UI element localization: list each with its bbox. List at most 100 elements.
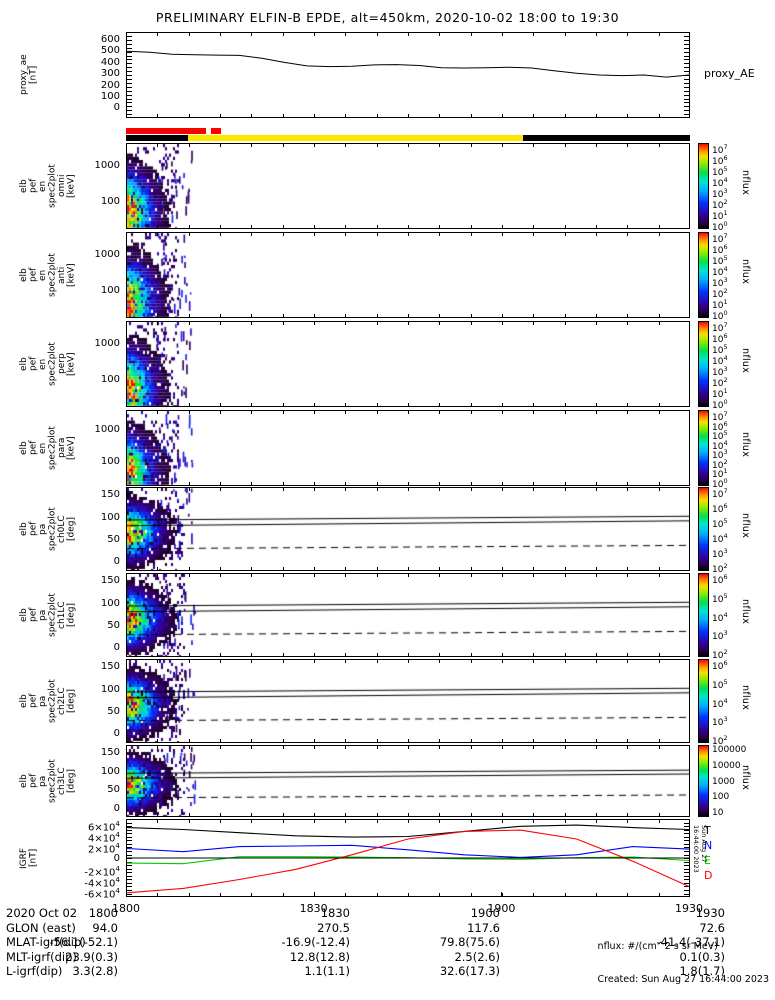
colorbar-tick: 105 <box>712 254 728 267</box>
colorbar-tick: 106 <box>712 332 728 345</box>
proxy-ae-trace <box>127 50 689 78</box>
status-bar-red-segment <box>211 128 221 134</box>
ytick-en-para: 100 <box>100 455 120 467</box>
colorbar-tick: 104 <box>712 438 728 452</box>
colorbar-tick: 102 <box>712 376 728 389</box>
colorbar-tick: 106 <box>712 502 728 515</box>
colorbar-tick: 100 <box>712 309 728 322</box>
ytick-pa-ch1lc: 50 <box>107 620 120 631</box>
ytick-proxy-ae: 0 <box>113 102 120 114</box>
ephemeris-value: 1900 <box>470 906 500 920</box>
ylabel-en-perp: elb pef en spec2plot perp [keV] <box>19 342 77 386</box>
ephemeris-value: 32.6(17.3) <box>439 964 500 979</box>
ytick-pa-ch3lc: 50 <box>107 784 120 796</box>
footer-created: Created: Sun Aug 27 16:44:00 2023 <box>597 974 769 985</box>
ephemeris-row-labels: 2020 Oct 02 GLON (east) MLAT-igrf(dip) MLT-… <box>6 906 86 979</box>
colorbar-tick: 104 <box>712 696 728 710</box>
colorbar-tick: 102 <box>712 287 728 300</box>
ytick-pa-ch2lc: 150 <box>100 661 120 673</box>
colorbar-tick: 101 <box>712 467 728 481</box>
ephemeris-value: 23.9(0.3) <box>65 949 118 964</box>
ylabel-en-para: elb pef en spec2plot para [keV] <box>19 426 77 470</box>
igrf-traces <box>127 824 689 894</box>
colorbar-tick: 105 <box>712 591 728 605</box>
colorbar-tick: 10000 <box>712 760 741 771</box>
colorbar-label-en-para: nflux <box>740 432 751 458</box>
colorbar-tick: 100 <box>712 477 728 490</box>
ephemeris-label: MLT-igrf(dip) <box>6 949 77 964</box>
ytick-igrf: 6×104 <box>87 819 120 834</box>
ephemeris-value: -41.4(-37.1) <box>656 935 725 950</box>
footer-nflux-units: nflux: #/(cm^2 s sr MeV) <box>597 941 718 952</box>
ephemeris-value: 0.1(0.3) <box>679 949 725 964</box>
xtick-label: 1830 <box>299 902 328 915</box>
ytick-proxy-ae: 300 <box>100 68 120 80</box>
colorbar-tick: 105 <box>712 677 728 691</box>
colorbar-tick: 106 <box>712 659 728 672</box>
ytick-en-perp: 1000 <box>94 337 120 349</box>
ytick-pa-ch1lc: 100 <box>100 597 120 609</box>
ephemeris-value: -56.1(-52.1) <box>49 935 118 950</box>
spectrogram-pa-ch1lc <box>127 574 689 656</box>
colorbar-gradient-pa-ch3lc <box>698 745 709 817</box>
ephemeris-column: 1900 117.6 79.8(75.6) 2.5(2.6) 32.6(17.3) <box>380 906 500 979</box>
ephemeris-value: 1.8(1.7) <box>679 964 725 979</box>
ytick-pa-ch2lc: 0 <box>113 728 120 740</box>
ytick-en-omni: 100 <box>100 195 120 207</box>
footer-block: nflux: #/(cm^2 s sr MeV) Created: Sun Au… <box>598 919 769 996</box>
status-bar-red-segment <box>126 128 206 134</box>
ytick-igrf: 0 <box>113 852 120 864</box>
creation-stamp-vertical: Sun Aug 27 16:44:00 2023 <box>692 825 708 873</box>
ytick-pa-ch3lc: 0 <box>113 803 120 814</box>
ytick-pa-ch3lc: 150 <box>100 746 120 758</box>
ephemeris-label: MLAT-igrf(dip) <box>6 935 86 950</box>
ytick-pa-ch0lc: 50 <box>107 534 120 545</box>
spectrogram-pa-ch2lc <box>127 660 689 742</box>
ytick-pa-ch0lc: 0 <box>113 556 120 568</box>
ytick-en-para: 1000 <box>94 424 120 436</box>
ephemeris-value: 1830 <box>320 906 350 920</box>
ylabel-en-omni: elb pef en spec2plot omni [keV] <box>19 164 77 208</box>
ephemeris-column: 1800 94.0 -56.1(-52.1) 23.9(0.3) 3.3(2.8) <box>0 906 118 979</box>
ephemeris-value: 94.0 <box>92 920 118 935</box>
ytick-igrf: -2×104 <box>84 863 120 879</box>
ytick-igrf: 4×104 <box>87 830 120 845</box>
ephemeris-value: 72.6 <box>699 920 725 935</box>
colorbar-tick: 106 <box>712 243 728 256</box>
ephemeris-value: 117.6 <box>467 920 500 935</box>
colorbar-tick: 103 <box>712 365 728 378</box>
ylabel-en-anti: elb pef en spec2plot anti [keV] <box>19 253 77 297</box>
ytick-proxy-ae: 500 <box>100 45 120 57</box>
colorbar-en-omni: 107 106 105 104 103 102 101 100 nflux <box>698 143 758 233</box>
colorbar-pa-ch1lc: 106 105 104 103 102 nflux <box>698 573 758 661</box>
colorbar-tick: 100 <box>712 398 728 411</box>
colorbar-tick: 107 <box>712 410 728 423</box>
colorbar-tick: 101 <box>712 387 728 400</box>
ytick-en-perp: 100 <box>100 373 120 385</box>
colorbar-gradient-pa-ch0lc <box>698 487 709 571</box>
colorbar-tick: 100 <box>712 792 730 803</box>
colorbar-tick: 106 <box>712 573 728 586</box>
colorbar-pa-ch2lc: 106 105 104 103 102 nflux <box>698 659 758 747</box>
status-bar-segment <box>188 135 523 141</box>
colorbar-tick: 105 <box>712 517 728 530</box>
xtick-label: 1930 <box>675 902 703 915</box>
ytick-pa-ch2lc: 50 <box>107 706 120 717</box>
colorbar-gradient-pa-ch1lc <box>698 573 709 657</box>
colorbar-tick: 104 <box>712 354 728 367</box>
colorbar-tick: 103 <box>712 715 728 729</box>
igrf-legend-D: D <box>704 869 713 882</box>
colorbar-pa-ch3lc: 100000 10000 1000 100 10 nflux <box>698 745 758 818</box>
colorbar-label-pa-ch2lc: nflux <box>740 685 751 711</box>
colorbar-label-pa-ch0lc: nflux <box>740 513 751 539</box>
colorbar-tick: 104 <box>712 532 728 545</box>
ytick-igrf: 2×104 <box>87 841 120 856</box>
colorbar-tick: 100000 <box>712 745 747 755</box>
ephemeris-value: 79.8(75.6) <box>439 935 500 950</box>
colorbar-label-en-anti: nflux <box>740 259 751 285</box>
proxy-ae-right-label: proxy_AE <box>704 67 755 80</box>
ephemeris-value: 12.8(12.8) <box>289 949 350 964</box>
spectrogram-en-anti <box>127 233 689 317</box>
spectrogram-pa-ch0lc <box>127 488 689 570</box>
colorbar-en-para: 107 106 105 104 103 102 101 100 nflux <box>698 410 758 490</box>
